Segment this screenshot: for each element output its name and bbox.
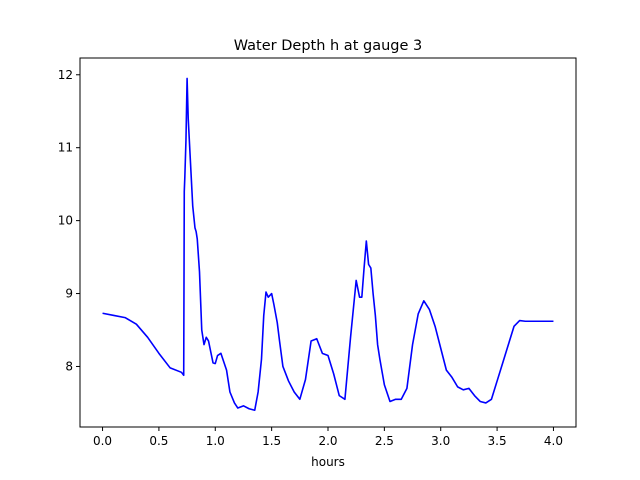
chart-title: Water Depth h at gauge 3 xyxy=(234,38,422,54)
x-tick-label: 1.5 xyxy=(262,434,281,448)
x-tick-label: 0.5 xyxy=(149,434,168,448)
x-tick-label: 2.0 xyxy=(318,434,337,448)
plot-area xyxy=(79,57,577,428)
y-tick-label: 9 xyxy=(65,287,73,301)
y-tick-label: 8 xyxy=(65,359,73,373)
y-axis-ticks: 8 9 10 11 12 xyxy=(58,68,80,373)
x-tick-label: 1.0 xyxy=(206,434,225,448)
x-axis-label: hours xyxy=(311,455,345,469)
series-layer xyxy=(102,77,554,412)
y-tick-label: 10 xyxy=(58,214,73,228)
y-tick-label: 12 xyxy=(58,68,73,82)
axes-frame xyxy=(79,57,577,428)
series-line xyxy=(102,77,554,412)
x-tick-label: 3.5 xyxy=(488,434,507,448)
y-tick-label: 11 xyxy=(58,141,73,155)
x-axis-ticks: 0.0 0.5 1.0 1.5 2.0 2.5 3.0 3.5 4.0 xyxy=(93,427,563,448)
x-tick-label: 3.0 xyxy=(431,434,450,448)
x-tick-label: 0.0 xyxy=(93,434,112,448)
x-tick-label: 2.5 xyxy=(375,434,394,448)
x-tick-label: 4.0 xyxy=(544,434,563,448)
